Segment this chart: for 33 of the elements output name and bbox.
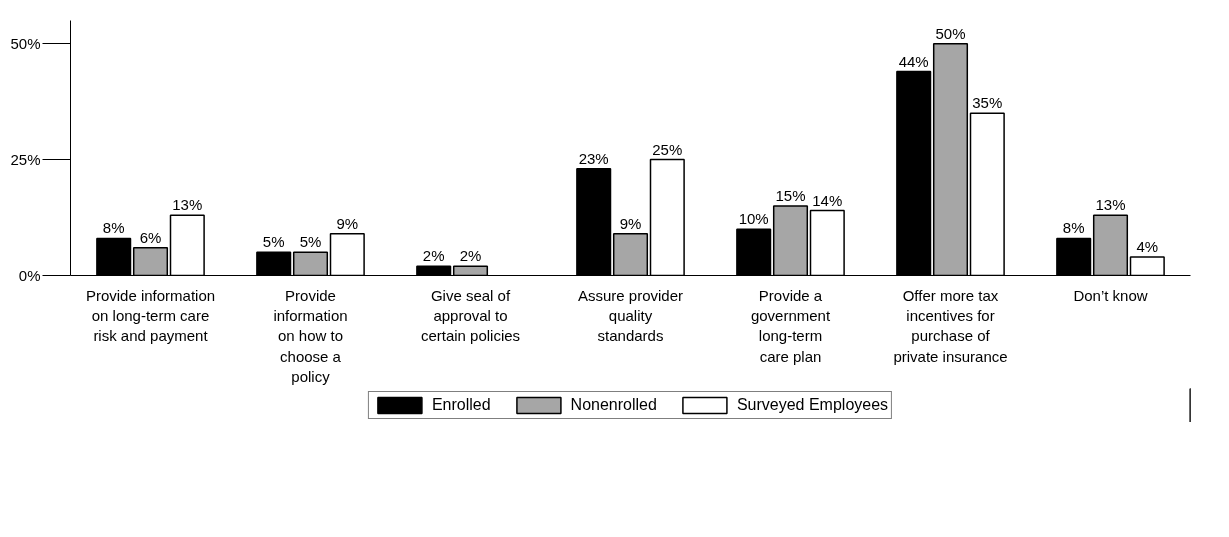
data-label: 15% [775, 186, 806, 204]
legend-label: Enrolled [431, 396, 491, 414]
x-tick-label: Assure provider quality standards [577, 286, 684, 345]
data-label: 6% [139, 228, 162, 246]
data-label: 35% [972, 94, 1003, 112]
data-label: 5% [299, 233, 322, 251]
x-tick-label: Provide a government long-term care plan [750, 286, 831, 365]
y-tick-label: 0% [18, 267, 41, 284]
data-label: 50% [935, 24, 966, 42]
data-label: 44% [898, 52, 929, 70]
data-label: 9% [619, 214, 642, 232]
data-label: 8% [102, 219, 125, 237]
legend-label: Surveyed Employees [736, 396, 889, 414]
data-label: 25% [652, 140, 683, 158]
x-tick-label: Offer more tax incentives for purchase of private insurance [893, 286, 1008, 365]
data-label: 13% [172, 196, 203, 214]
x-tick-label: Provide information on long-term care risk and payment [85, 286, 216, 345]
x-tick-label: Provide information on how to choose a policy [273, 286, 348, 386]
data-label: 2% [459, 247, 482, 265]
data-label: 14% [812, 191, 843, 209]
x-tick-label: Don’t know [1073, 286, 1148, 304]
data-label: 23% [578, 149, 609, 167]
x-tick-label: Give seal of approval to certain policies [420, 286, 521, 345]
data-label: 8% [1062, 219, 1085, 237]
y-tick-label: 25% [10, 151, 41, 169]
data-label: 13% [1095, 196, 1126, 214]
data-label: 5% [262, 233, 285, 251]
y-tick-label: 50% [10, 35, 41, 53]
data-label: 4% [1136, 237, 1159, 255]
data-label: 9% [336, 214, 359, 232]
legend-label: Nonenrolled [570, 396, 657, 414]
data-label: 10% [738, 210, 769, 228]
data-label: 2% [422, 247, 445, 265]
